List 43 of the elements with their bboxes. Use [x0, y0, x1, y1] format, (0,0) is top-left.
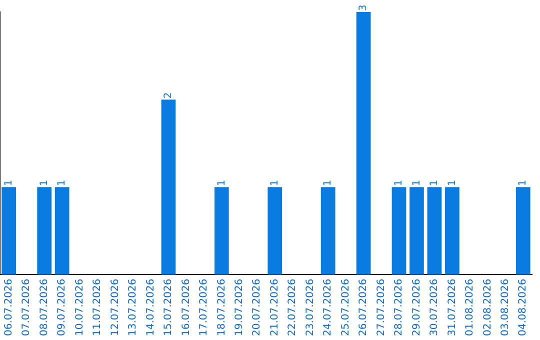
data-label: 1 — [269, 180, 280, 186]
x-tick-label: 31.07.2026 — [446, 278, 458, 336]
x-tick-label: 02.08.2026 — [482, 278, 494, 336]
data-label: 1 — [56, 180, 68, 186]
x-tick-label: 09.07.2026 — [56, 278, 68, 336]
data-label: 1 — [446, 180, 458, 186]
x-tick-label: 25.07.2026 — [340, 278, 352, 336]
x-tick-label: 14.07.2026 — [145, 278, 156, 336]
x-tick-label: 22.07.2026 — [287, 278, 298, 336]
x-tick-label: 04.08.2026 — [518, 278, 529, 336]
x-tick-label: 08.07.2026 — [38, 278, 50, 336]
x-tick-label: 24.07.2026 — [322, 278, 334, 336]
data-label: 1 — [38, 180, 50, 186]
x-tick-label: 20.07.2026 — [252, 278, 263, 336]
x-tick-label: 27.07.2026 — [376, 278, 387, 336]
x-tick-label: 23.07.2026 — [304, 278, 316, 336]
x-tick-label: 16.07.2026 — [180, 278, 192, 336]
data-label: 3 — [358, 4, 370, 11]
data-label: 1 — [322, 180, 334, 186]
x-tick-label: 10.07.2026 — [74, 278, 86, 336]
data-label: 1 — [216, 180, 228, 186]
x-tick-label: 12.07.2026 — [110, 278, 121, 336]
x-tick-label: 21.07.2026 — [269, 278, 280, 336]
data-label: 1 — [411, 180, 422, 186]
x-tick-label: 29.07.2026 — [411, 278, 422, 336]
x-tick-label: 30.07.2026 — [429, 278, 440, 336]
x-tick-label: 18.07.2026 — [216, 278, 228, 336]
x-tick-label: 06.07.2026 — [3, 278, 14, 336]
data-label: 1 — [3, 180, 14, 186]
x-tick-label: 19.07.2026 — [234, 278, 245, 336]
data-label: 1 — [429, 180, 440, 186]
x-tick-label: 03.08.2026 — [500, 278, 511, 336]
x-tick-label: 15.07.2026 — [163, 278, 174, 336]
x-tick-label: 17.07.2026 — [198, 278, 210, 336]
data-label: 1 — [518, 180, 529, 186]
x-tick-label: 11.07.2026 — [92, 278, 104, 336]
x-tick-label: 01.08.2026 — [464, 278, 476, 336]
x-tick-label: 26.07.2026 — [358, 278, 370, 336]
data-label: 2 — [163, 92, 174, 99]
x-tick-label: 28.07.2026 — [394, 278, 405, 336]
x-tick-label: 13.07.2026 — [128, 278, 139, 336]
data-label: 1 — [394, 180, 405, 186]
x-tick-label: 07.07.2026 — [21, 278, 32, 336]
